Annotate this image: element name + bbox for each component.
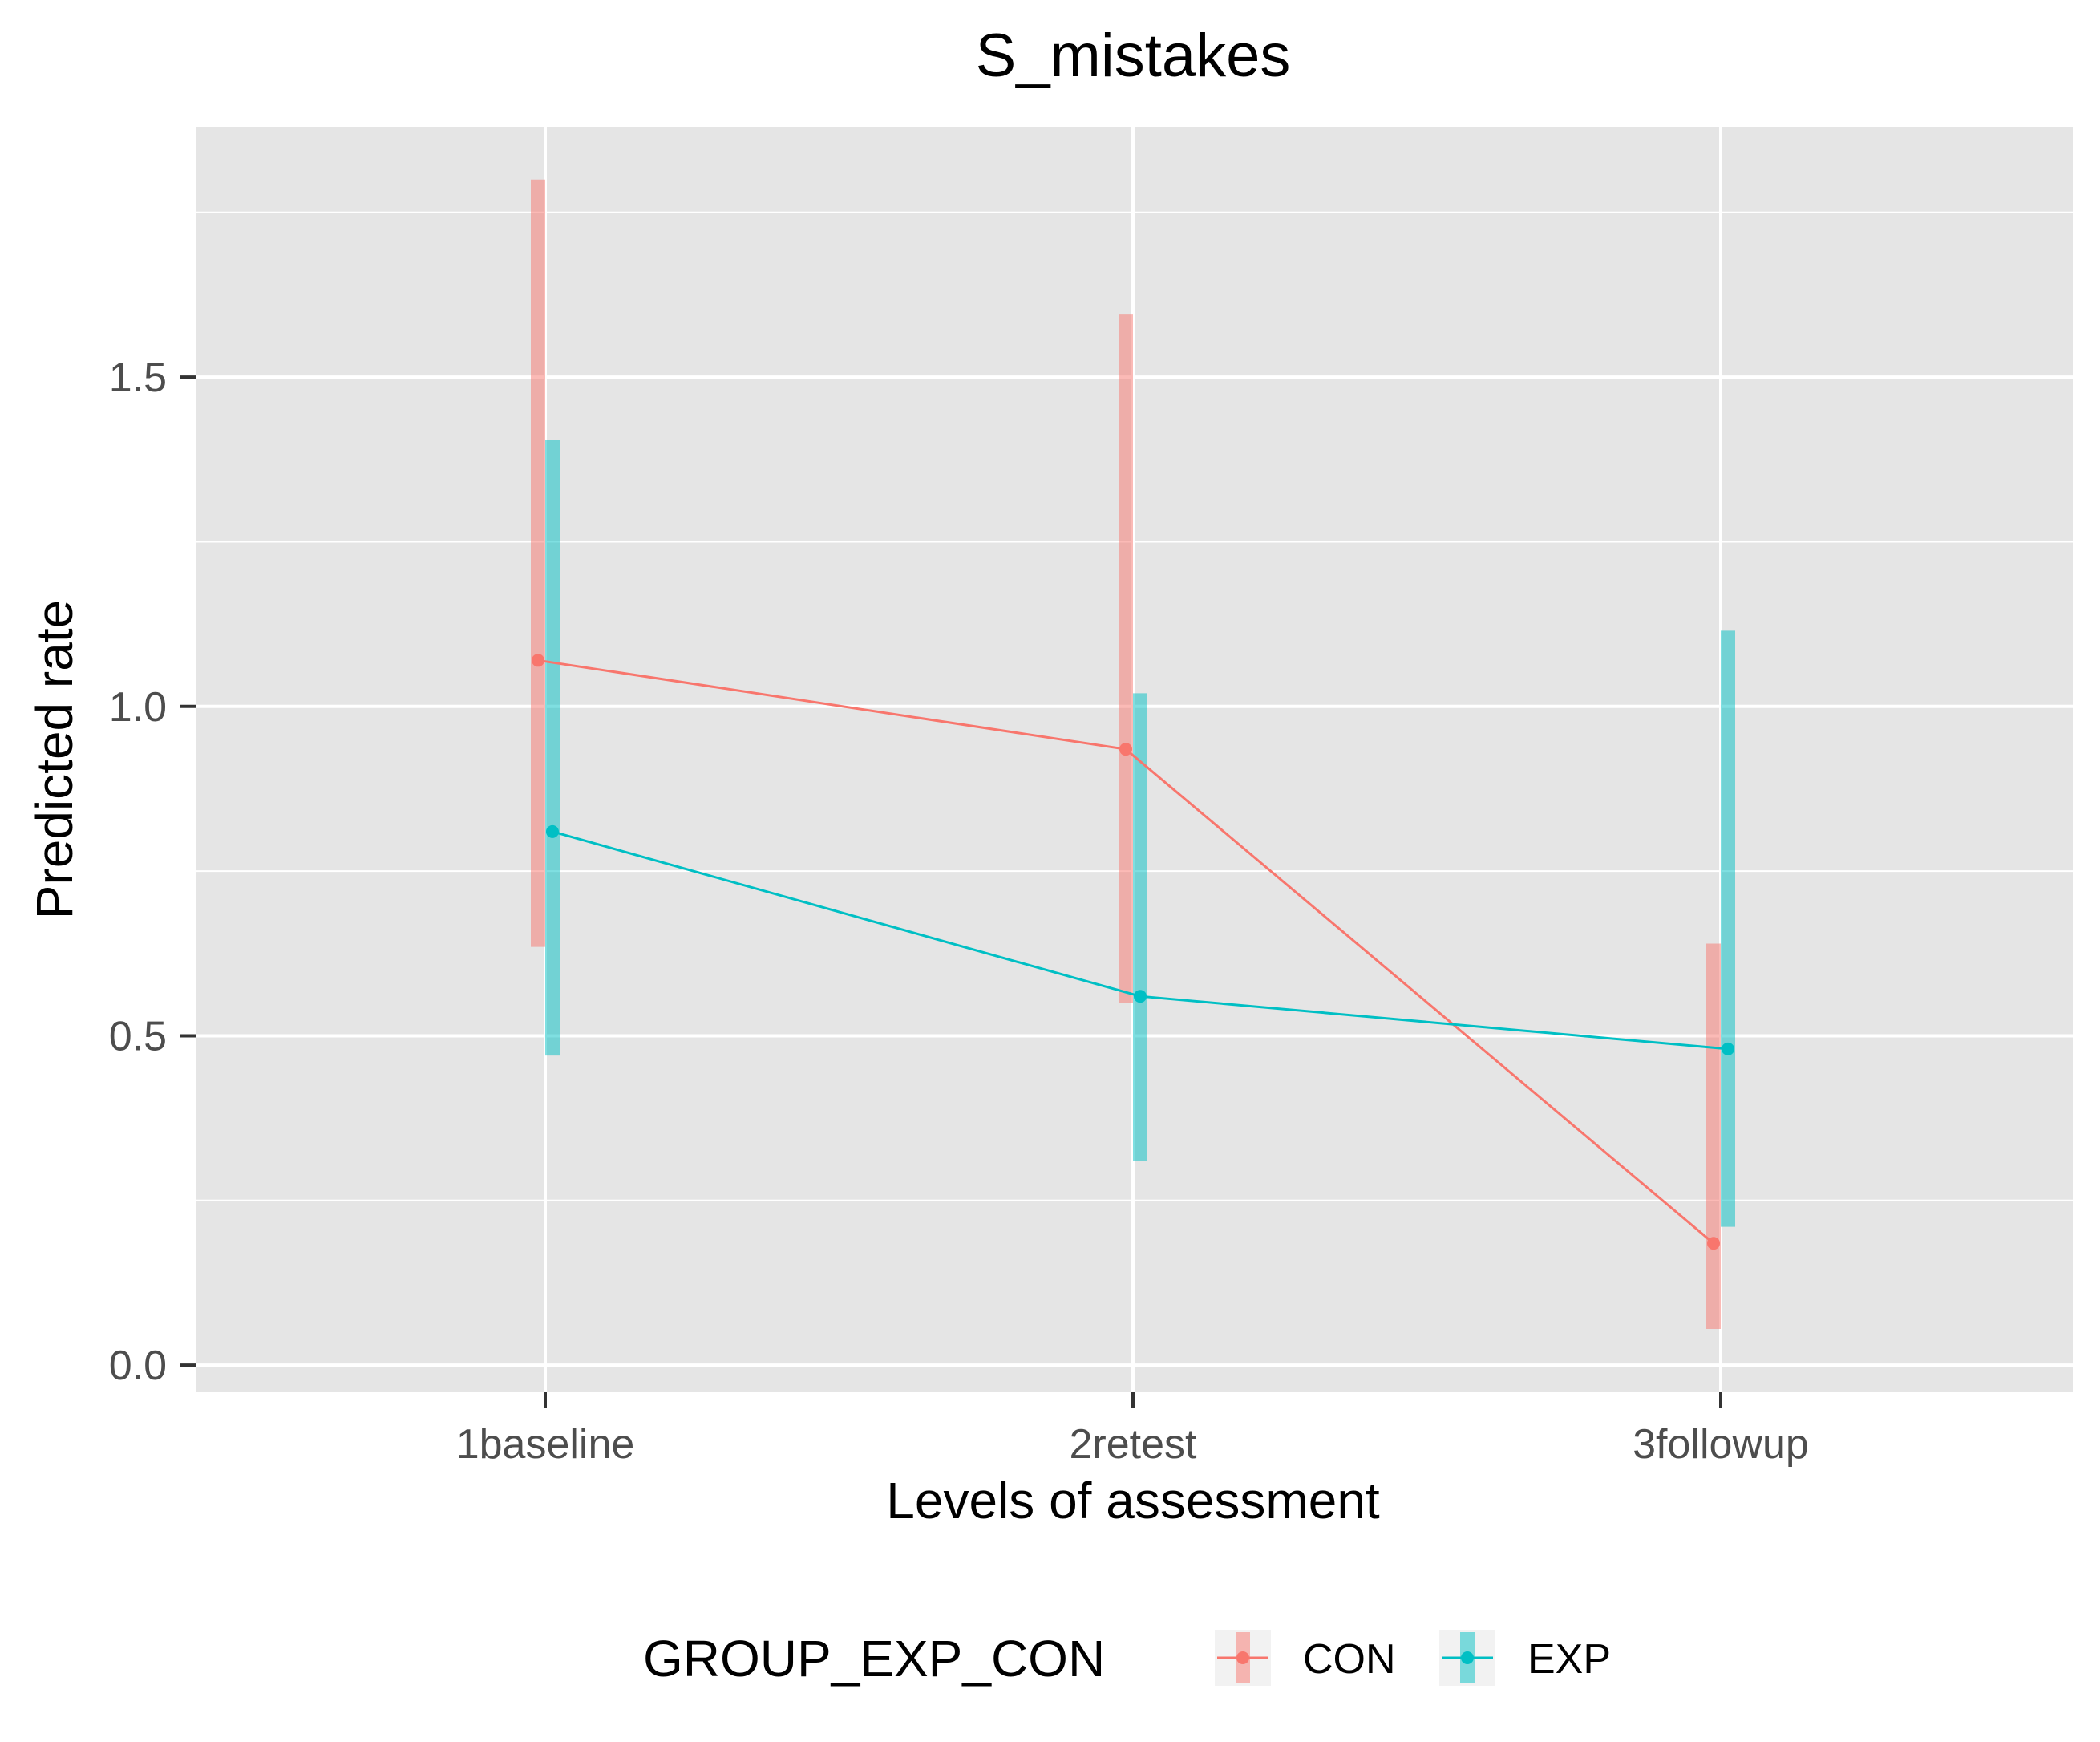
legend: GROUP_EXP_CON CON EXP (643, 1630, 1611, 1687)
x-axis: 1baseline 2retest 3followup (456, 1392, 1809, 1468)
y-axis-label: Predicted rate (26, 600, 83, 919)
x-tick-label: 3followup (1633, 1421, 1809, 1468)
point-con (532, 654, 544, 667)
x-tick-label: 2retest (1070, 1421, 1198, 1468)
y-axis: 0.0 0.5 1.0 1.5 (109, 354, 196, 1389)
point-exp (1134, 990, 1147, 1003)
chart-title: S_mistakes (976, 22, 1291, 90)
legend-key-point (1461, 1651, 1474, 1664)
point-con (1707, 1237, 1720, 1250)
x-tick-label: 1baseline (456, 1421, 635, 1468)
legend-key-point (1236, 1651, 1249, 1664)
legend-label-con: CON (1303, 1636, 1396, 1683)
y-tick-label: 0.0 (109, 1343, 167, 1389)
legend-title: GROUP_EXP_CON (643, 1630, 1105, 1687)
point-con (1119, 743, 1132, 756)
x-axis-label: Levels of assessment (886, 1472, 1380, 1529)
y-tick-label: 1.5 (109, 354, 167, 401)
series-points (532, 654, 1734, 1250)
point-exp (546, 824, 559, 838)
y-tick-label: 1.0 (109, 684, 167, 731)
y-tick-label: 0.5 (109, 1013, 167, 1059)
legend-label-exp: EXP (1527, 1636, 1611, 1683)
point-exp (1722, 1042, 1734, 1055)
error-bars (531, 179, 1735, 1329)
